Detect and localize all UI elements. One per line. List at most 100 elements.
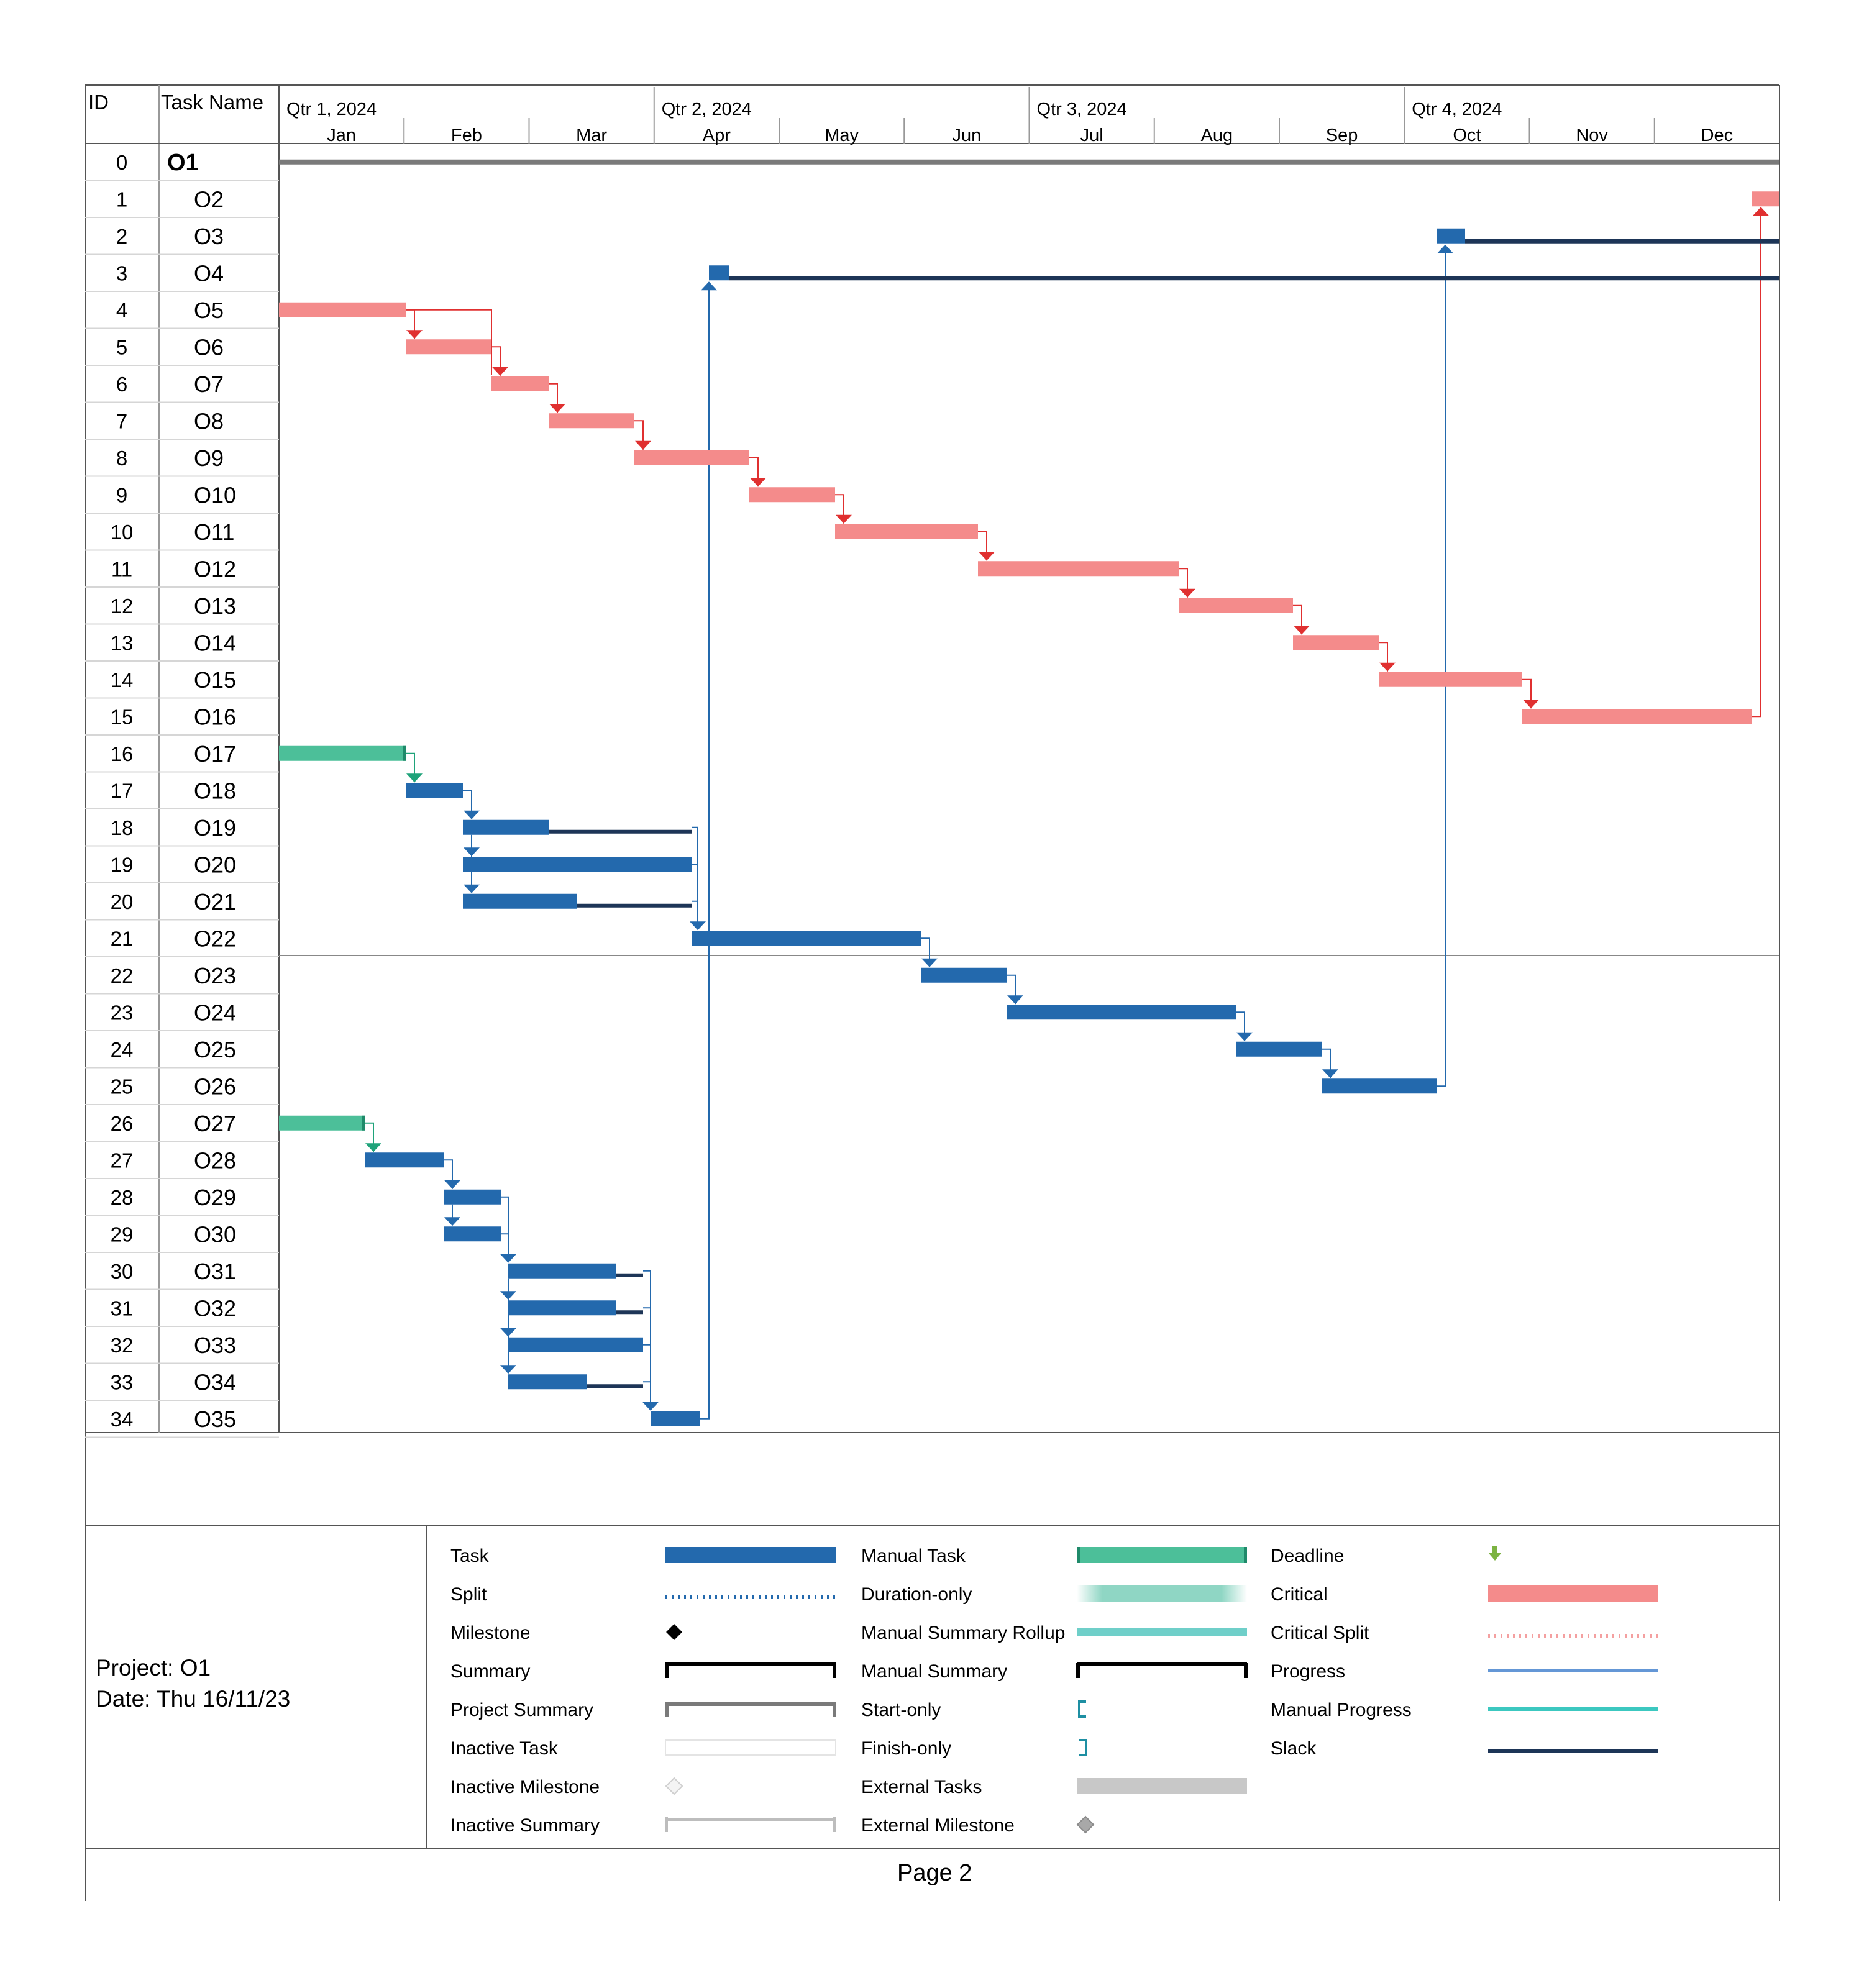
legend-project-summary-symbol — [665, 1702, 836, 1717]
task-id: 32 — [111, 1334, 134, 1357]
legend-label: External Milestone — [861, 1815, 1015, 1836]
task-name: O33 — [194, 1333, 236, 1358]
task-bar — [365, 1152, 444, 1168]
quarter-label: Qtr 4, 2024 — [1412, 99, 1502, 119]
table-row: 33 O34 — [111, 1369, 236, 1395]
link-arrow — [444, 1180, 460, 1189]
legend-label: Milestone — [450, 1623, 530, 1643]
task-name: O23 — [194, 963, 236, 988]
dependency-link — [634, 420, 644, 450]
critical-task-bar — [279, 302, 406, 317]
table-row: 26 O27 — [111, 1111, 236, 1136]
legend-manual-task-symbol — [1077, 1547, 1247, 1563]
link-arrow — [635, 440, 651, 450]
link-arrow — [1294, 626, 1310, 635]
legend-label: Progress — [1271, 1661, 1345, 1682]
table-row: 27 O28 — [111, 1147, 236, 1173]
task-bar — [508, 1374, 587, 1390]
task-id: 4 — [116, 299, 127, 322]
table-row: 18 O19 — [111, 815, 236, 841]
task-id: 29 — [111, 1223, 134, 1246]
dependency-link — [1236, 1011, 1245, 1041]
month-label: Apr — [703, 125, 731, 145]
link-arrow — [921, 958, 938, 967]
footer-project-info: Project: O1 Date: Thu 16/11/23 — [96, 1653, 290, 1715]
legend-external-milestone-symbol — [1076, 1815, 1095, 1834]
task-id: 7 — [116, 409, 127, 432]
task-id: 33 — [111, 1370, 134, 1393]
dependency-link — [698, 282, 710, 1420]
legend-label: Critical Split — [1271, 1623, 1369, 1643]
table-row: 16 O17 — [111, 741, 236, 767]
task-name: O29 — [194, 1185, 236, 1210]
legend-manual-summary-symbol — [1076, 1662, 1248, 1678]
dependency-link — [1379, 642, 1388, 672]
table-row: 25 O26 — [111, 1074, 236, 1099]
task-name: O12 — [194, 556, 236, 581]
table-row: 15 O16 — [111, 704, 236, 729]
legend-duration-only-symbol — [1077, 1585, 1247, 1602]
dependency-link — [501, 1196, 509, 1255]
task-id: 26 — [111, 1112, 134, 1135]
legend-manual-task-cap — [1077, 1547, 1080, 1563]
task-name: O20 — [194, 852, 236, 877]
legend-label: Inactive Task — [450, 1738, 559, 1759]
task-id: 34 — [111, 1408, 134, 1431]
dependency-link — [643, 1307, 651, 1403]
task-bar — [692, 931, 921, 946]
dependency-link — [1437, 245, 1446, 1087]
month-label: Mar — [576, 125, 607, 145]
task-id: 24 — [111, 1038, 134, 1061]
legend-slack-symbol — [1488, 1749, 1658, 1753]
legend-critical-symbol — [1488, 1585, 1658, 1602]
task-bar — [444, 1189, 501, 1205]
task-name: O10 — [194, 482, 236, 508]
task-name: O8 — [194, 408, 224, 434]
task-id: 17 — [111, 779, 134, 802]
task-name: O21 — [194, 889, 236, 914]
legend-label: Inactive Summary — [450, 1815, 600, 1836]
critical-task-bar — [634, 450, 749, 465]
legend-manual-progress-symbol — [1488, 1707, 1658, 1711]
task-id: 20 — [111, 890, 134, 913]
task-id: 30 — [111, 1260, 134, 1283]
task-name: O35 — [194, 1407, 236, 1432]
task-id: 3 — [116, 262, 127, 285]
month-label: Nov — [1576, 125, 1608, 145]
slack-bar — [616, 1310, 643, 1315]
legend-summary-symbol — [665, 1662, 836, 1678]
project-summary-bar — [279, 159, 1779, 165]
task-id: 9 — [116, 483, 127, 506]
task-name: O4 — [194, 260, 224, 286]
table-row: 31 O32 — [111, 1295, 236, 1321]
critical-task-bar — [749, 487, 835, 503]
link-arrow — [836, 514, 852, 524]
task-bar — [406, 783, 463, 798]
task-id: 18 — [111, 816, 134, 839]
dependency-link — [643, 1381, 651, 1403]
dependency-link — [692, 826, 698, 923]
critical-task-bar — [1379, 672, 1522, 687]
table-row: 28 O29 — [111, 1185, 236, 1210]
task-id: 28 — [111, 1186, 134, 1209]
task-id: 23 — [111, 1001, 134, 1024]
task-name: O1 — [167, 150, 199, 176]
task-id: 19 — [111, 853, 134, 876]
task-name: O32 — [194, 1295, 236, 1321]
table-row: 32 O33 — [111, 1333, 236, 1358]
table-grid — [85, 85, 1779, 1438]
quarter-label: Qtr 1, 2024 — [286, 99, 377, 119]
table-row: 0 O1 — [116, 150, 199, 176]
link-arrow — [750, 478, 766, 487]
legend-label: Split — [450, 1584, 487, 1605]
task-name-column-header: Task Name — [161, 91, 263, 114]
legend-label: Manual Summary Rollup — [861, 1623, 1065, 1643]
legend-label: Manual Progress — [1271, 1700, 1412, 1720]
legend-label: Manual Summary — [861, 1661, 1007, 1682]
gantt-bars — [279, 159, 1779, 1426]
month-label: Jun — [952, 125, 981, 145]
link-arrow — [549, 404, 565, 413]
task-name: O13 — [194, 593, 236, 619]
